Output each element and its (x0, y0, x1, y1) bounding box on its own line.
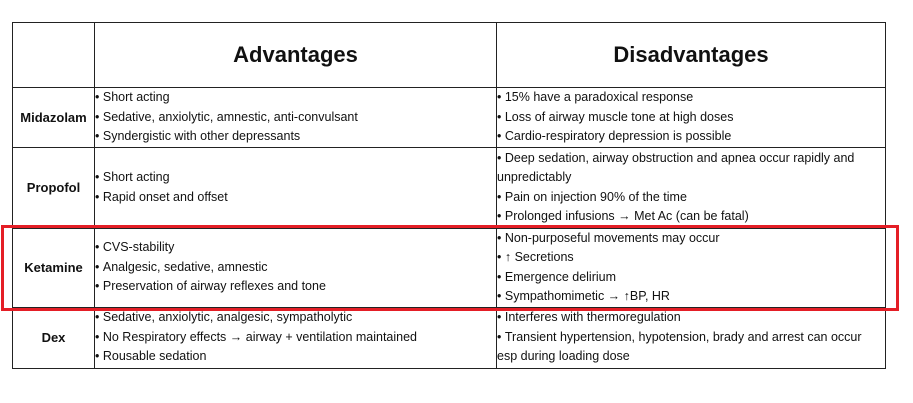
list-item: Loss of airway muscle tone at high doses (497, 108, 885, 128)
advantages-cell: Short acting Rapid onset and offset (94, 146, 497, 229)
list-item: Interferes with thermoregulation (497, 308, 885, 328)
list-item: Analgesic, sedative, amnestic (95, 258, 496, 278)
list-item: Sympathomimetic → ↑BP, HR (497, 287, 885, 307)
list-item: Transient hypertension, hypotension, bra… (497, 328, 885, 367)
advantages-header: Advantages (94, 22, 497, 88)
advantages-cell: Sedative, anxiolytic, analgesic, sympath… (94, 306, 497, 369)
drug-name: Propofol (12, 146, 95, 229)
list-item: Sedative, anxiolytic, analgesic, sympath… (95, 308, 496, 328)
list-item: Prolonged infusions → Met Ac (can be fat… (497, 207, 885, 227)
list-item: ↑ Secretions (497, 248, 885, 268)
list-item: Pain on injection 90% of the time (497, 188, 885, 208)
drug-name: Midazolam (12, 87, 95, 148)
comparison-table-container: Advantages Disadvantages Midazolam Short… (12, 22, 886, 369)
list-item: 15% have a paradoxical response (497, 88, 885, 108)
disadvantages-header: Disadvantages (496, 22, 886, 88)
list-item: Sedative, anxiolytic, amnestic, anti-con… (95, 108, 496, 128)
table-row-propofol: Propofol Short acting Rapid onset and of… (12, 146, 886, 229)
disadvantages-cell: Non-purposeful movements may occur ↑ Sec… (496, 227, 886, 308)
list-item: Short acting (95, 168, 496, 188)
disadvantages-cell: 15% have a paradoxical response Loss of … (496, 87, 886, 148)
table-row-midazolam: Midazolam Short acting Sedative, anxioly… (12, 87, 886, 148)
list-item: No Respiratory effects → airway + ventil… (95, 328, 496, 348)
list-item: Cardio-respiratory depression is possibl… (497, 127, 885, 147)
advantages-cell: CVS-stability Analgesic, sedative, amnes… (94, 227, 497, 308)
corner-cell (12, 22, 95, 88)
drug-name: Dex (12, 306, 95, 369)
list-item: Preservation of airway reflexes and tone (95, 277, 496, 297)
table-row-dex: Dex Sedative, anxiolytic, analgesic, sym… (12, 306, 886, 369)
advantages-cell: Short acting Sedative, anxiolytic, amnes… (94, 87, 497, 148)
list-item: Non-purposeful movements may occur (497, 229, 885, 249)
disadvantages-cell: Interferes with thermoregulation Transie… (496, 306, 886, 369)
list-item: Syndergistic with other depressants (95, 127, 496, 147)
table-row-ketamine: Ketamine CVS-stability Analgesic, sedati… (12, 227, 886, 308)
list-item: CVS-stability (95, 238, 496, 258)
list-item: Deep sedation, airway obstruction and ap… (497, 149, 885, 188)
sedative-comparison-table: Advantages Disadvantages Midazolam Short… (12, 22, 886, 369)
list-item: Rousable sedation (95, 347, 496, 367)
drug-name: Ketamine (12, 227, 95, 308)
list-item: Short acting (95, 88, 496, 108)
list-item: Emergence delirium (497, 268, 885, 288)
header-row: Advantages Disadvantages (12, 22, 886, 88)
list-item: Rapid onset and offset (95, 188, 496, 208)
disadvantages-cell: Deep sedation, airway obstruction and ap… (496, 146, 886, 229)
